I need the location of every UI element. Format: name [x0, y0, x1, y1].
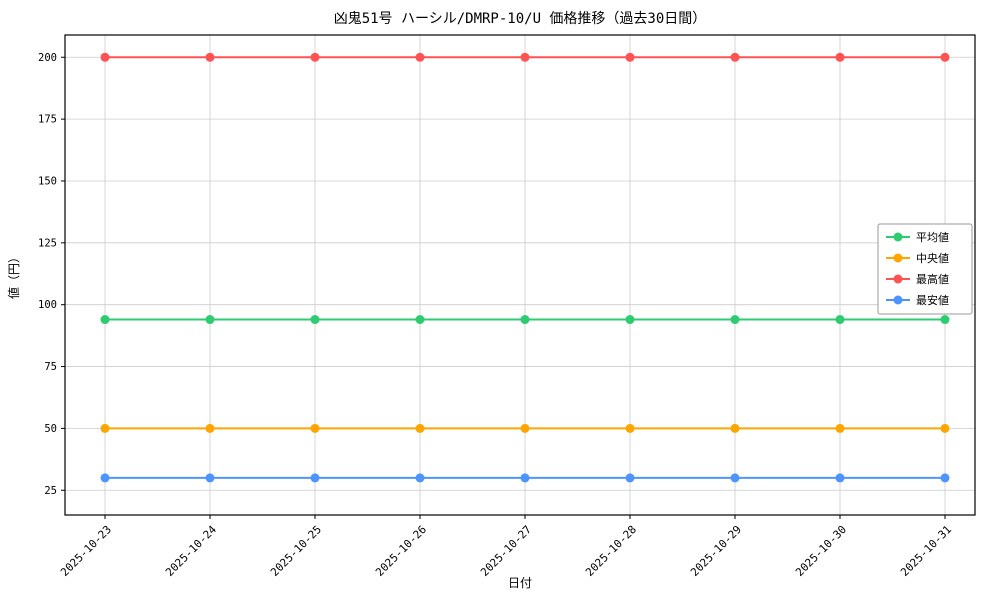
series-中央値 — [100, 423, 950, 433]
data-point-marker — [625, 423, 635, 433]
data-point-marker — [730, 52, 740, 62]
series-平均値 — [100, 315, 950, 325]
data-point-marker — [520, 423, 530, 433]
legend-label: 最安値 — [916, 293, 949, 307]
data-point-marker — [415, 473, 425, 483]
data-point-marker — [205, 52, 215, 62]
data-point-marker — [835, 423, 845, 433]
data-point-marker — [310, 423, 320, 433]
y-tick-label: 200 — [38, 52, 57, 64]
data-point-marker — [310, 473, 320, 483]
x-tick-label: 2025-10-26 — [373, 523, 429, 579]
data-point-marker — [835, 473, 845, 483]
data-point-marker — [100, 473, 110, 483]
plot-border — [64, 34, 976, 516]
y-tick-label: 175 — [38, 114, 57, 126]
data-point-marker — [940, 315, 950, 325]
data-point-marker — [205, 473, 215, 483]
axis-ticks — [61, 56, 946, 519]
data-point-marker — [415, 52, 425, 62]
y-tick-label: 100 — [38, 299, 57, 311]
data-point-marker — [520, 315, 530, 325]
data-point-marker — [625, 473, 635, 483]
legend-marker — [893, 232, 903, 242]
legend-label: 中央値 — [916, 252, 949, 265]
data-point-marker — [415, 423, 425, 433]
chart-title: 凶鬼51号 ハーシル/DMRP-10/U 価格推移（過去30日間） — [334, 11, 707, 27]
x-tick-label: 2025-10-29 — [688, 523, 744, 579]
data-point-marker — [520, 52, 530, 62]
y-tick-label: 150 — [38, 175, 57, 187]
x-axis-label: 日付 — [508, 576, 532, 590]
data-point-marker — [940, 423, 950, 433]
data-point-marker — [310, 52, 320, 62]
data-point-marker — [205, 315, 215, 325]
data-point-marker — [100, 315, 110, 325]
data-point-marker — [835, 315, 845, 325]
data-point-marker — [415, 315, 425, 325]
data-point-marker — [730, 423, 740, 433]
y-axis-label: 値（円） — [6, 251, 21, 299]
series-lines — [100, 52, 950, 483]
x-tick-labels: 2025-10-23 2025-10-24 2025-10-25 2025-10-26… — [58, 523, 954, 579]
data-point-marker — [940, 52, 950, 62]
gridlines — [65, 35, 975, 515]
data-point-marker — [730, 473, 740, 483]
y-tick-label: 25 — [44, 485, 57, 497]
x-tick-label: 2025-10-31 — [898, 523, 954, 579]
data-point-marker — [100, 423, 110, 433]
data-point-marker — [625, 315, 635, 325]
data-point-marker — [730, 315, 740, 325]
y-tick-label: 125 — [38, 237, 57, 249]
data-point-marker — [100, 52, 110, 62]
data-point-marker — [520, 473, 530, 483]
y-tick-label: 75 — [44, 361, 57, 373]
x-tick-label: 2025-10-30 — [793, 523, 849, 579]
x-tick-label: 2025-10-27 — [478, 523, 534, 579]
legend-box — [877, 223, 973, 315]
data-point-marker — [625, 52, 635, 62]
y-tick-labels: 25 50 75 100 125 150 175 200 — [38, 52, 57, 497]
x-tick-label: 2025-10-24 — [163, 523, 219, 579]
legend-label: 最高値 — [916, 272, 949, 286]
legend-marker — [893, 253, 903, 263]
data-point-marker — [310, 315, 320, 325]
data-point-marker — [940, 473, 950, 483]
series-最高値 — [100, 52, 950, 62]
x-tick-label: 2025-10-28 — [583, 523, 639, 579]
x-tick-label: 2025-10-23 — [58, 523, 114, 579]
y-tick-label: 50 — [44, 423, 57, 435]
legend-label: 平均値 — [916, 231, 949, 244]
series-最安値 — [100, 473, 950, 483]
legend-marker — [893, 274, 903, 284]
x-tick-label: 2025-10-25 — [268, 523, 324, 579]
legend-marker — [893, 295, 903, 305]
data-point-marker — [205, 423, 215, 433]
data-point-marker — [835, 52, 845, 62]
